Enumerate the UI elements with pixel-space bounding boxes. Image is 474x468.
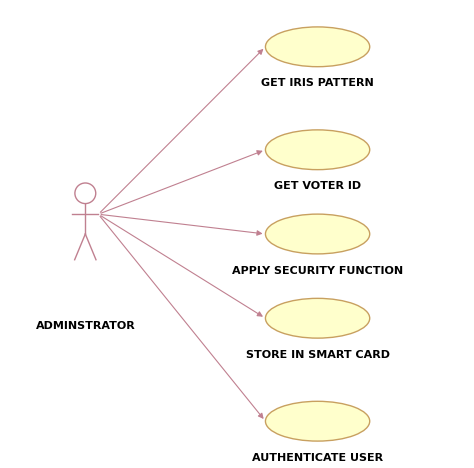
Ellipse shape bbox=[265, 299, 370, 338]
Ellipse shape bbox=[265, 130, 370, 169]
Text: ADMINSTRATOR: ADMINSTRATOR bbox=[36, 321, 135, 330]
Ellipse shape bbox=[265, 27, 370, 66]
Text: STORE IN SMART CARD: STORE IN SMART CARD bbox=[246, 350, 390, 360]
Text: GET IRIS PATTERN: GET IRIS PATTERN bbox=[261, 78, 374, 88]
Text: AUTHENTICATE USER: AUTHENTICATE USER bbox=[252, 453, 383, 463]
Text: APPLY SECURITY FUNCTION: APPLY SECURITY FUNCTION bbox=[232, 265, 403, 276]
Ellipse shape bbox=[265, 401, 370, 441]
Ellipse shape bbox=[265, 214, 370, 254]
Text: GET VOTER ID: GET VOTER ID bbox=[274, 181, 361, 191]
